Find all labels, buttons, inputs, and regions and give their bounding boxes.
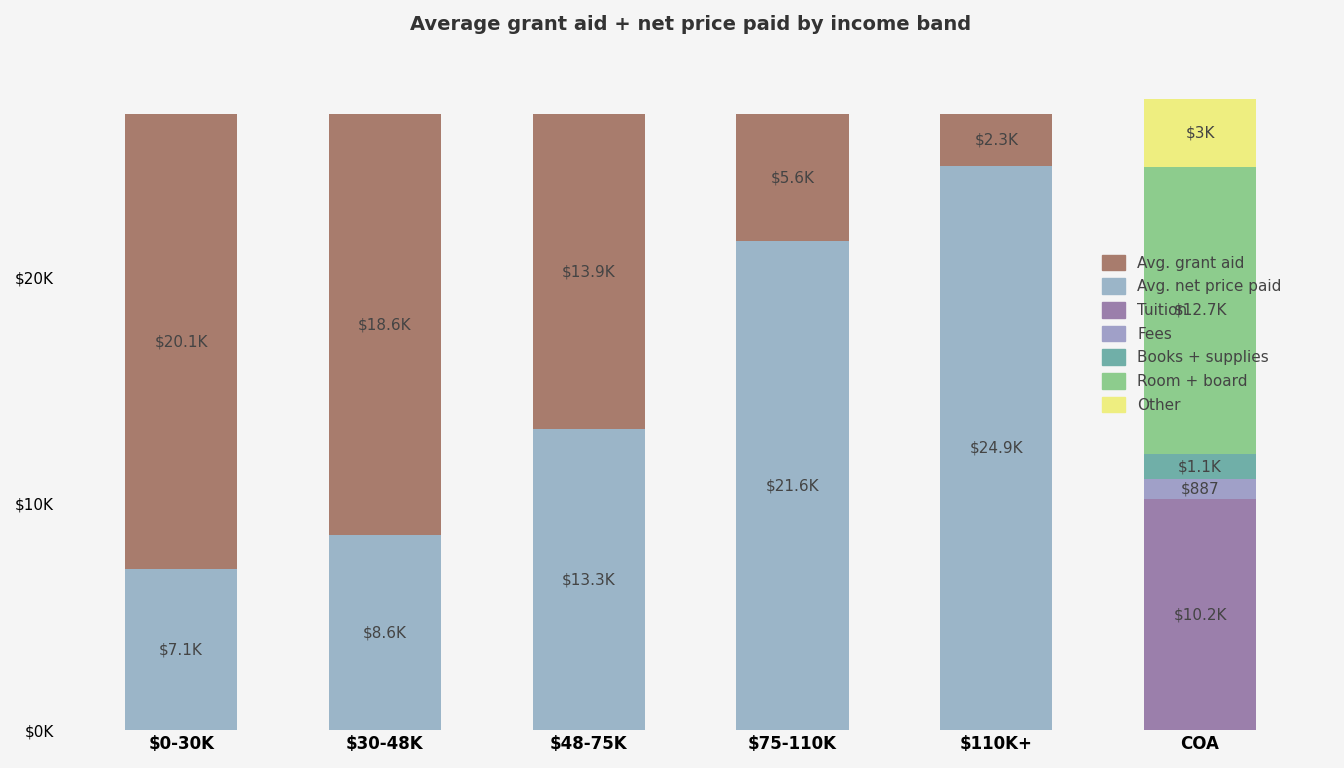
Title: Average grant aid + net price paid by income band: Average grant aid + net price paid by in… [410,15,972,34]
Legend: Avg. grant aid, Avg. net price paid, Tuition, Fees, Books + supplies, Room + boa: Avg. grant aid, Avg. net price paid, Tui… [1097,249,1288,419]
Text: $18.6K: $18.6K [358,317,411,333]
Bar [532,114,645,429]
Bar [532,429,645,730]
Text: $1.1K: $1.1K [1179,459,1222,474]
Text: $13.9K: $13.9K [562,264,616,279]
Bar [1144,98,1257,167]
Text: $13.3K: $13.3K [562,572,616,587]
Bar [125,569,237,730]
Bar [329,535,441,730]
Text: $12.7K: $12.7K [1173,303,1227,318]
Text: $20.1K: $20.1K [155,334,208,349]
Bar [1144,499,1257,730]
Text: $10.2K: $10.2K [1173,607,1227,622]
Text: $887: $887 [1181,482,1219,497]
Text: $2.3K: $2.3K [974,133,1019,147]
Text: $21.6K: $21.6K [766,478,820,493]
Text: $24.9K: $24.9K [969,441,1023,455]
Text: $8.6K: $8.6K [363,625,407,641]
Bar [737,241,848,730]
Bar [1144,454,1257,479]
Bar [941,114,1052,167]
Bar [125,114,237,569]
Bar [737,114,848,241]
Bar [1144,479,1257,499]
Text: $3K: $3K [1185,125,1215,140]
Bar [329,114,441,535]
Bar [941,167,1052,730]
Text: $7.1K: $7.1K [159,642,203,657]
Text: $5.6K: $5.6K [770,170,814,185]
Bar [1144,167,1257,454]
